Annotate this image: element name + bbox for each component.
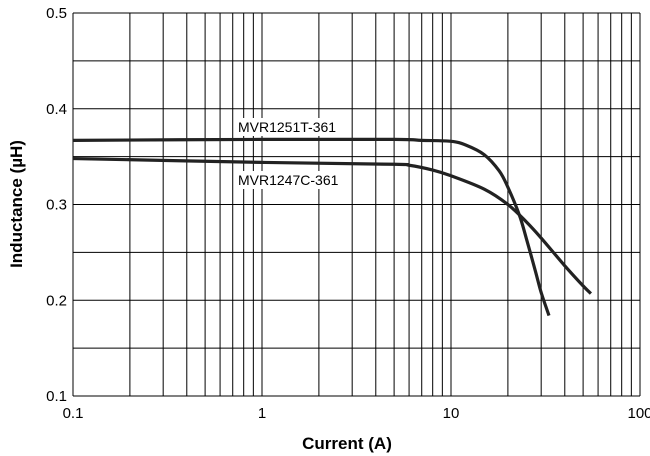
plot-series bbox=[72, 137, 593, 317]
series-label-mvr1247c-361: MVR1247C-361 bbox=[238, 172, 339, 188]
series-label-background bbox=[236, 171, 341, 189]
y-axis-title: Inductance (µH) bbox=[7, 140, 26, 268]
y-tick-label: 0.3 bbox=[46, 197, 67, 214]
series-label-background bbox=[236, 118, 339, 136]
series-label-mvr1251t-361: MVR1251T-361 bbox=[238, 119, 336, 135]
plot-grid bbox=[72, 12, 641, 397]
tick-labels: 0.1 1 10 100 0.1 0.2 0.3 0.4 0.5 bbox=[46, 5, 650, 422]
y-tick-label: 0.4 bbox=[46, 101, 67, 118]
x-tick-label: 100 bbox=[627, 405, 650, 422]
x-axis-title: Current (A) bbox=[302, 434, 392, 453]
x-tick-label: 0.1 bbox=[63, 405, 84, 422]
x-tick-label: 10 bbox=[443, 405, 460, 422]
y-tick-label: 0.5 bbox=[46, 5, 67, 22]
x-tick-label: 1 bbox=[258, 405, 266, 422]
y-tick-label: 0.2 bbox=[46, 292, 67, 309]
y-tick-label: 0.1 bbox=[46, 388, 67, 405]
series-line-mvr1251t-361 bbox=[72, 137, 551, 317]
series-line-mvr1247c-361 bbox=[72, 156, 593, 295]
